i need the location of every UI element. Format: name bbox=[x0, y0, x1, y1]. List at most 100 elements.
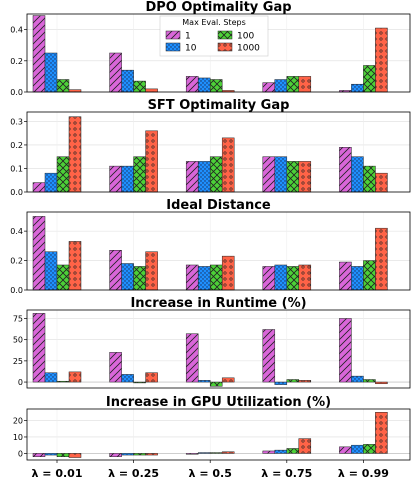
bar-100-4 bbox=[286, 161, 300, 193]
ytick-label: 75 bbox=[13, 314, 23, 323]
bar-1-1 bbox=[32, 15, 46, 93]
bar-10-3 bbox=[197, 452, 211, 454]
plot-frame bbox=[26, 13, 411, 93]
bar-10-1 bbox=[44, 453, 58, 456]
ytick-label: 0.4 bbox=[10, 26, 23, 35]
bar-100-4 bbox=[286, 266, 300, 291]
bar-10-5 bbox=[351, 375, 364, 383]
bar-1-5 bbox=[339, 318, 352, 383]
bar-1-3 bbox=[185, 264, 199, 291]
bar-1-4 bbox=[262, 82, 276, 93]
bar-1000-1 bbox=[68, 241, 82, 291]
ytick-label: 0.4 bbox=[10, 227, 23, 236]
legend-entry-100: 100 bbox=[217, 30, 254, 42]
ytick-label: 10 bbox=[13, 433, 23, 442]
legend-entry-1: 1 bbox=[165, 30, 191, 42]
bar-1000-4 bbox=[298, 161, 312, 193]
bar-1-1 bbox=[32, 216, 46, 291]
bar-1000-2 bbox=[145, 372, 158, 383]
svg-text:1: 1 bbox=[185, 32, 191, 42]
bar-10-4 bbox=[274, 381, 288, 385]
bar-1-4 bbox=[262, 329, 276, 383]
bar-1000-3 bbox=[221, 255, 235, 291]
bar-10-5 bbox=[351, 266, 364, 291]
bar-100-2 bbox=[133, 381, 146, 384]
bar-10-2 bbox=[121, 374, 134, 383]
bar-1-3 bbox=[185, 333, 199, 383]
bar-1000-1 bbox=[68, 371, 82, 383]
bar-1-2 bbox=[109, 165, 122, 193]
panel-title: SFT Optimality Gap bbox=[148, 98, 290, 113]
bar-100-2 bbox=[133, 80, 146, 93]
bar-1-5 bbox=[339, 446, 352, 454]
bar-10-4 bbox=[274, 156, 288, 193]
panel-2: SFT Optimality Gap 0.0 0.1 0.2 0.3 bbox=[10, 98, 411, 197]
bar-100-4 bbox=[286, 76, 300, 93]
bar-1000-4 bbox=[298, 264, 312, 291]
bar-100-3 bbox=[209, 381, 223, 387]
bar-1000-3 bbox=[221, 451, 235, 454]
ytick-label: 0 bbox=[18, 378, 23, 387]
bar-1000-3 bbox=[221, 137, 235, 193]
bar-1000-5 bbox=[375, 172, 388, 193]
xtick-label: λ = 0.99 bbox=[338, 467, 389, 480]
xtick-label: λ = 0.75 bbox=[261, 467, 312, 480]
panel-title: Increase in GPU Utilization (%) bbox=[106, 395, 331, 410]
bar-1-2 bbox=[109, 52, 122, 93]
bar-1-3 bbox=[185, 453, 199, 455]
legend: Max Eval. Steps 1 100 10 1000 bbox=[159, 15, 269, 57]
bar-10-4 bbox=[274, 264, 288, 291]
xtick-label: λ = 0.5 bbox=[189, 467, 232, 480]
bar-100-5 bbox=[363, 379, 376, 383]
bar-1000-1 bbox=[68, 116, 82, 193]
bar-10-1 bbox=[44, 372, 58, 383]
bar-1-1 bbox=[32, 182, 46, 193]
ytick-label: 0.2 bbox=[10, 257, 23, 266]
bar-10-2 bbox=[121, 263, 134, 291]
xtick-label: λ = 0.01 bbox=[32, 467, 83, 480]
panel-5: Increase in GPU Utilization (%) 0 10 20 bbox=[13, 395, 411, 461]
bar-100-2 bbox=[133, 156, 146, 193]
plot-frame bbox=[26, 408, 411, 461]
bar-10-3 bbox=[197, 380, 211, 383]
plot-frame bbox=[26, 309, 411, 389]
bar-1-2 bbox=[109, 453, 122, 457]
bar-1000-2 bbox=[145, 251, 158, 291]
ytick-label: 0.2 bbox=[10, 141, 23, 150]
panel-1: DPO Optimality Gap 0.0 0.2 0.4 Max Eval. Ste… bbox=[10, 0, 411, 97]
bar-100-2 bbox=[133, 453, 146, 456]
bar-1000-5 bbox=[375, 412, 388, 454]
panel-title: Ideal Distance bbox=[166, 198, 271, 213]
bar-1000-2 bbox=[145, 130, 158, 193]
bar-1-4 bbox=[262, 450, 276, 454]
bar-10-1 bbox=[44, 251, 58, 291]
bar-100-5 bbox=[363, 444, 376, 454]
bar-10-4 bbox=[274, 449, 288, 454]
ytick-label: 0.0 bbox=[10, 188, 23, 197]
xtick-label: λ = 0.25 bbox=[108, 467, 159, 480]
bar-100-3 bbox=[209, 452, 223, 454]
ytick-label: 0.2 bbox=[10, 57, 23, 66]
plot-frame bbox=[26, 111, 411, 193]
ytick-label: 50 bbox=[13, 336, 23, 345]
bar-100-1 bbox=[56, 156, 70, 193]
bar-1-4 bbox=[262, 156, 276, 193]
bar-1000-5 bbox=[375, 381, 388, 385]
panel-4: Increase in Runtime (%) 0 25 50 75 bbox=[13, 296, 411, 389]
legend-entry-1000: 1000 bbox=[217, 42, 260, 54]
ytick-label: 0.1 bbox=[10, 164, 23, 173]
bar-10-1 bbox=[44, 52, 58, 93]
ytick-label: 0.0 bbox=[10, 286, 23, 295]
plot-frame bbox=[26, 211, 411, 291]
panel-title: DPO Optimality Gap bbox=[145, 0, 291, 15]
bar-1000-4 bbox=[298, 380, 312, 383]
bar-100-2 bbox=[133, 266, 146, 291]
ytick-label: 0 bbox=[18, 449, 23, 458]
bar-1-5 bbox=[339, 147, 352, 193]
bar-1-4 bbox=[262, 266, 276, 291]
bar-1-2 bbox=[109, 352, 122, 383]
ytick-label: 0.3 bbox=[10, 117, 23, 126]
bar-10-1 bbox=[44, 172, 58, 193]
panel-3: Ideal Distance 0.0 0.2 0.4 bbox=[10, 198, 411, 295]
bar-1000-4 bbox=[298, 76, 312, 93]
